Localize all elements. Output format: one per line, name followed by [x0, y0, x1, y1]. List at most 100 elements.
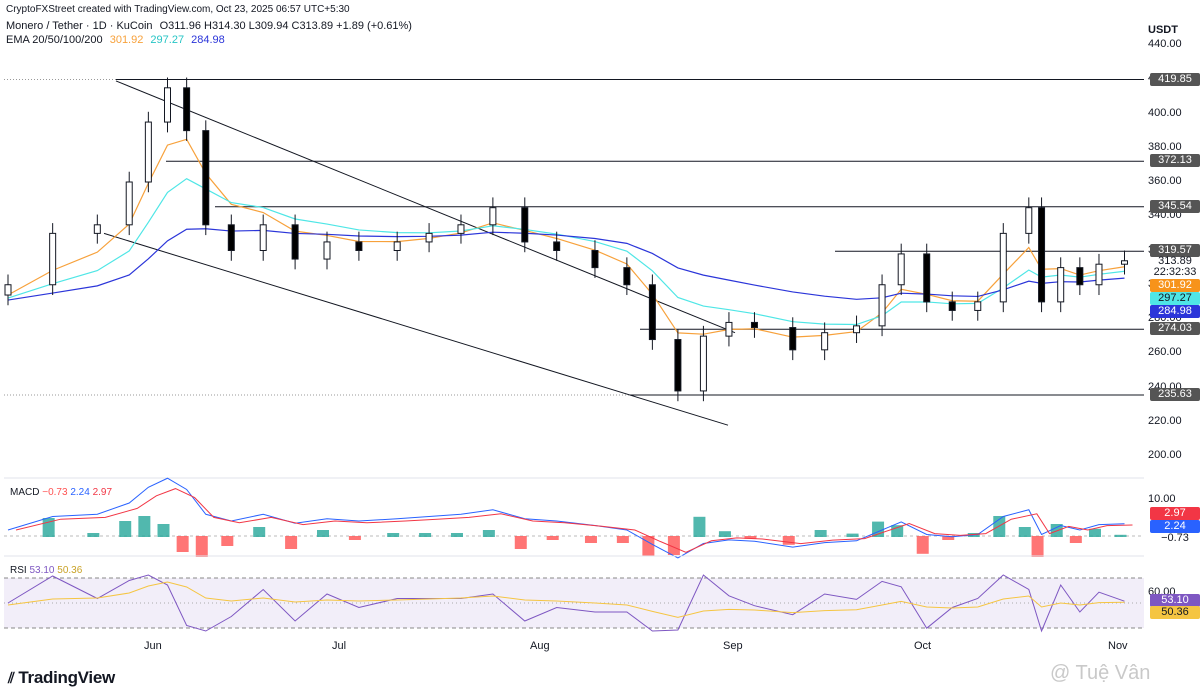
macd-histogram-bar	[87, 533, 100, 537]
candle-body	[1038, 207, 1046, 303]
macd-histogram-bar	[693, 516, 706, 537]
rsi-label: RSI	[10, 565, 27, 576]
macd-histogram-bar	[482, 530, 495, 537]
ema50-pill: 297.27	[1150, 292, 1200, 305]
candle-body	[323, 241, 331, 260]
macd-histogram-bar	[642, 536, 655, 557]
macd-line-pill: 2.24	[1150, 520, 1200, 533]
macd-histogram-bar	[514, 536, 527, 549]
macd-histogram-bar	[348, 536, 361, 540]
ema-legend-label: EMA 20/50/100/200	[6, 34, 103, 46]
macd-histogram-bar	[891, 525, 904, 537]
candle-body	[648, 284, 656, 341]
level-pill: 235.63	[1150, 387, 1200, 401]
candle-body	[1057, 267, 1065, 303]
macd-histogram-bar	[942, 536, 955, 540]
tradingview-logo[interactable]: ⫽ TradingView	[8, 668, 115, 688]
candle-body	[521, 207, 529, 243]
time-label: Nov	[1108, 640, 1128, 652]
macd-histogram-bar	[1069, 536, 1082, 543]
candle-body	[1025, 207, 1033, 234]
candle-body	[923, 253, 931, 303]
macd-pane	[4, 477, 1144, 559]
macd-histogram-bar	[157, 524, 170, 537]
candle-body	[878, 284, 886, 327]
time-label: Jul	[332, 640, 347, 652]
candle-body	[227, 224, 235, 251]
candle-body	[183, 87, 191, 132]
candle-body	[725, 321, 733, 337]
signal-line	[15, 488, 1133, 553]
candle-body	[623, 267, 631, 286]
level-pill: 345.54	[1150, 199, 1200, 213]
candle-body	[897, 253, 905, 286]
candle-body	[974, 301, 982, 311]
time-label: Jun	[144, 640, 162, 652]
macd-axis-tick: 10.00	[1148, 493, 1176, 505]
macd-signal-pill: 2.97	[1150, 507, 1200, 520]
candle-body	[591, 250, 599, 269]
macd-legend[interactable]: MACD −0.73 2.24 2.97	[10, 487, 112, 498]
rsi-line	[7, 574, 1125, 633]
candle-body	[553, 241, 561, 251]
macd-histogram-bar	[419, 533, 432, 537]
macd-histogram-bar	[814, 530, 827, 537]
macd-histogram-bar	[667, 536, 680, 555]
macd-histogram-bar	[221, 536, 234, 546]
macd-line-value: 2.24	[70, 487, 90, 498]
macd-histogram-bar	[782, 536, 795, 545]
candle-body	[1095, 263, 1103, 286]
candle-body	[489, 207, 497, 226]
rsi-pill: 53.10	[1150, 594, 1200, 607]
rsi-ma-pill: 50.36	[1150, 606, 1200, 619]
ema20-value: 301.92	[109, 34, 144, 46]
candle-body	[355, 241, 363, 251]
candle-body	[948, 301, 956, 311]
price-tick: 220.00	[1148, 414, 1182, 427]
rsi-ma-line	[7, 581, 1125, 618]
tradingview-logo-icon: ⫽	[8, 670, 15, 687]
candle-body	[789, 327, 797, 351]
level-pill: 274.03	[1150, 322, 1200, 336]
macd-hist-pill: −0.73	[1161, 532, 1189, 544]
rsi-ma-value: 50.36	[57, 565, 83, 576]
level-pill: 419.85	[1150, 72, 1200, 86]
ema20-pill: 301.92	[1150, 279, 1200, 292]
price-tick: 400.00	[1148, 106, 1182, 119]
rsi-band	[4, 578, 1144, 628]
macd-histogram-bar	[584, 536, 597, 543]
candle-body	[49, 232, 57, 286]
rsi-pane	[4, 555, 1144, 633]
ema-legend[interactable]: EMA 20/50/100/200 301.92 297.27 284.98	[6, 34, 229, 46]
level-pill: 319.57	[1150, 244, 1200, 258]
candle-body	[699, 335, 707, 392]
candle-body	[164, 87, 171, 123]
ema100-pill: 284.98	[1150, 305, 1200, 318]
symbol-row: Monero / Tether · 1D · KuCoin O311.96 H3…	[6, 20, 416, 32]
price-tick: 260.00	[1148, 346, 1182, 359]
candle-body	[853, 325, 861, 334]
symbol-title[interactable]: Monero / Tether · 1D · KuCoin	[6, 20, 153, 32]
macd-histogram-bar	[872, 521, 885, 537]
ema-lines	[7, 138, 1125, 338]
macd-histogram-bar	[195, 536, 208, 557]
price-unit: USDT	[1148, 24, 1178, 36]
rsi-value: 53.10	[29, 565, 55, 576]
time-label: Aug	[530, 640, 550, 652]
macd-histogram-bar	[138, 516, 151, 537]
macd-histogram-bar	[1114, 534, 1127, 537]
trendlines	[103, 80, 736, 426]
price-tick: 360.00	[1148, 175, 1182, 187]
candle-body	[144, 121, 152, 183]
tradingview-logo-text: TradingView	[18, 668, 115, 687]
price-tick: 440.00	[1148, 38, 1182, 50]
macd-histogram-bar	[176, 536, 189, 552]
rsi-legend[interactable]: RSI 53.10 50.36	[10, 565, 82, 576]
macd-histogram-bar	[846, 533, 859, 537]
candle-body	[674, 339, 682, 392]
candles	[4, 77, 1128, 402]
macd-histogram-bar	[285, 536, 298, 549]
horizontal-levels	[4, 79, 1144, 396]
macd-histogram-bar	[1088, 528, 1101, 537]
